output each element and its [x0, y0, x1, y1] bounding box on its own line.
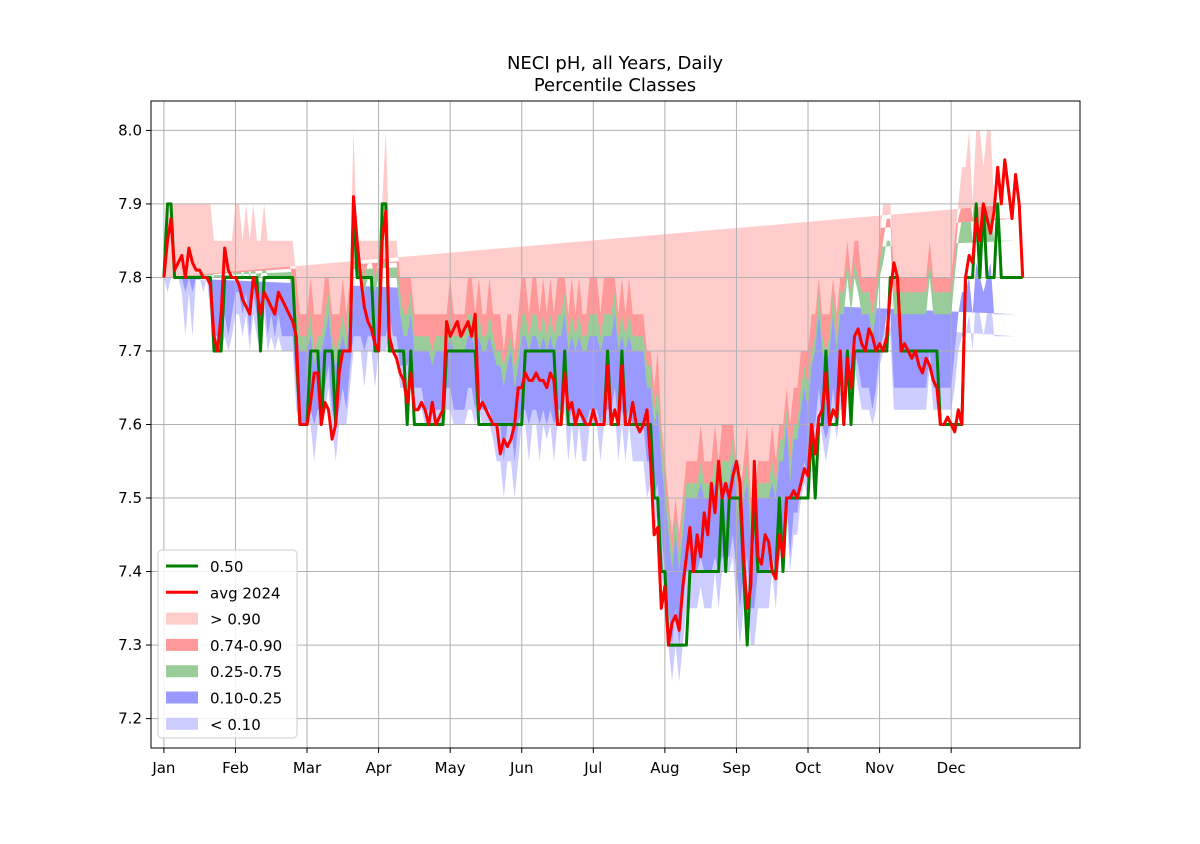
legend-label: > 0.90: [210, 611, 261, 629]
series-lines: [162, 158, 1025, 647]
y-tick-label: 8.0: [118, 121, 142, 139]
y-tick-label: 7.4: [118, 563, 142, 581]
y-tick-label: 7.5: [118, 489, 142, 507]
legend-label: 0.10-0.25: [210, 690, 282, 708]
x-tick-label: May: [435, 759, 466, 777]
y-tick-label: 7.7: [118, 342, 142, 360]
legend-label: avg 2024: [210, 584, 281, 602]
legend-patch-swatch: [166, 691, 198, 704]
x-tick-label: Mar: [293, 759, 322, 777]
y-tick-label: 7.2: [118, 710, 142, 728]
legend-label: 0.74-0.90: [210, 637, 282, 655]
legend-frame: [157, 549, 298, 739]
x-tick-label: Sep: [722, 759, 750, 777]
chart-title: NECI pH, all Years, Daily: [507, 53, 723, 74]
legend-patch-swatch: [166, 717, 198, 730]
legend-patch-swatch: [166, 638, 198, 651]
x-tick-label: Jan: [151, 759, 175, 777]
legend-patch-swatch: [166, 665, 198, 678]
x-axis: Jan Feb Mar Apr May Jun Jul Aug Sep Oct Nov Dec: [151, 748, 966, 777]
x-tick-label: Nov: [865, 759, 894, 777]
legend: 0.50 avg 2024 > 0.90 0.74-0.90 0.25-0.75 0.10…: [157, 549, 298, 739]
avg-2024-line: [162, 158, 1025, 647]
legend-patch-swatch: [166, 612, 198, 625]
y-axis: 7.2 7.3 7.4 7.5 7.6 7.7 7.8 7.9 8.0: [118, 121, 151, 728]
x-tick-label: Apr: [366, 759, 393, 777]
percentile-bands: [163, 130, 1016, 682]
x-tick-label: Feb: [222, 759, 249, 777]
legend-label: 0.50: [210, 558, 243, 576]
y-tick-label: 7.9: [118, 195, 142, 213]
y-tick-label: 7.6: [118, 416, 142, 434]
x-tick-label: Dec: [937, 759, 966, 777]
legend-label: 0.25-0.75: [210, 663, 282, 681]
y-tick-label: 7.3: [118, 636, 142, 654]
x-tick-label: Oct: [795, 759, 821, 777]
y-tick-label: 7.8: [118, 268, 142, 286]
legend-label: < 0.10: [210, 716, 261, 734]
x-tick-label: Aug: [650, 759, 679, 777]
x-tick-label: Jul: [583, 759, 602, 777]
band-above-0-90: [163, 130, 1016, 535]
x-tick-label: Jun: [509, 759, 533, 777]
chart-subtitle: Percentile Classes: [534, 75, 696, 96]
